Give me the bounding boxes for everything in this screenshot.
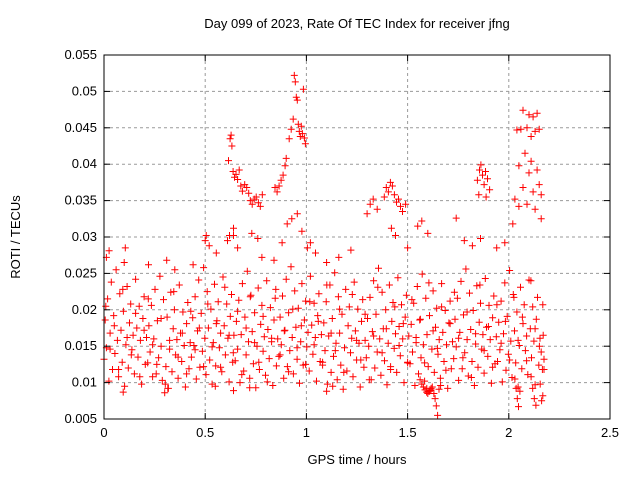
- x-tick-label: 0.5: [196, 425, 214, 440]
- x-tick-label: 0: [100, 425, 107, 440]
- y-tick-label: 0.015: [64, 338, 97, 353]
- y-tick-label: 0.035: [64, 193, 97, 208]
- y-tick-label: 0.05: [72, 83, 97, 98]
- y-tick-label: 0.005: [64, 411, 97, 426]
- y-tick-label: 0.025: [64, 265, 97, 280]
- chart-title: Day 099 of 2023, Rate Of TEC Index for r…: [204, 16, 510, 31]
- x-tick-label: 2: [505, 425, 512, 440]
- y-tick-label: 0.02: [72, 302, 97, 317]
- y-tick-label: 0.045: [64, 120, 97, 135]
- y-tick-label: 0.03: [72, 229, 97, 244]
- y-tick-label: 0.01: [72, 375, 97, 390]
- x-tick-label: 1.5: [399, 425, 417, 440]
- y-tick-label: 0.04: [72, 156, 97, 171]
- scatter-points: [100, 71, 548, 419]
- x-tick-label: 2.5: [601, 425, 619, 440]
- x-tick-label: 1: [303, 425, 310, 440]
- y-tick-label: 0.055: [64, 47, 97, 62]
- x-axis-label: GPS time / hours: [307, 452, 407, 467]
